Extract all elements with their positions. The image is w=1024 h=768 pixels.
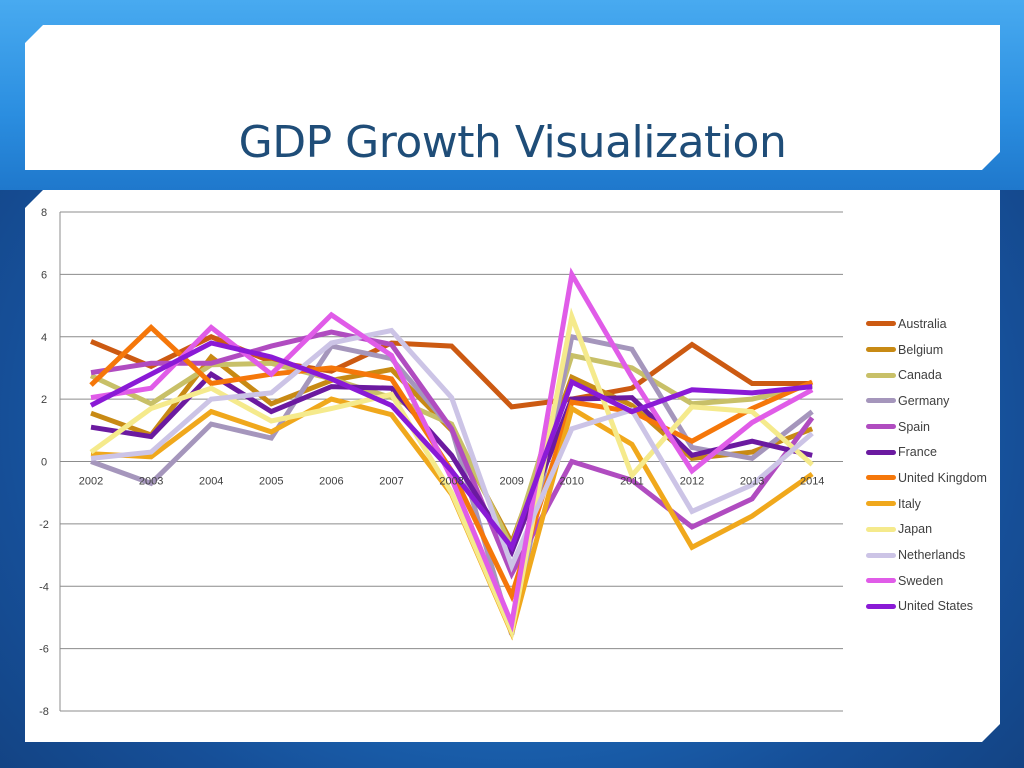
series-line-netherlands — [91, 331, 812, 567]
legend-label: Spain — [898, 419, 930, 434]
legend-label: United States — [898, 599, 974, 614]
legend-item: Australia — [866, 311, 1006, 337]
x-tick-label: 2004 — [199, 476, 223, 488]
chart-panel: 8 6 4 2 0 -2 -4 -6 -8 2002 2003 2004 2005 2006 2007 200… — [25, 190, 1000, 742]
x-tick-label: 2013 — [740, 476, 764, 488]
legend-item: Netherlands — [866, 542, 1006, 568]
legend-label: Japan — [898, 522, 933, 537]
legend-swatch — [866, 578, 896, 584]
legend-item: Germany — [866, 388, 1006, 414]
legend-swatch — [866, 526, 896, 532]
x-tick-label: 2008 — [439, 476, 463, 488]
x-tick-label: 2010 — [560, 476, 584, 488]
y-tick-label: 2 — [41, 394, 47, 406]
x-tick-label: 2003 — [139, 476, 163, 488]
y-tick-label: -4 — [39, 581, 49, 593]
legend-item: Japan — [866, 517, 1006, 543]
legend-swatch — [866, 321, 896, 327]
legend-swatch — [866, 347, 896, 353]
y-tick-label: 0 — [41, 457, 47, 469]
series-line-france — [91, 374, 812, 552]
legend-label: Italy — [898, 496, 921, 511]
legend-label: United Kingdom — [898, 470, 987, 485]
chart-legend: Australia Belgium Canada Germany Spain France… — [866, 311, 1006, 619]
x-tick-label: 2006 — [319, 476, 343, 488]
legend-swatch — [866, 449, 896, 455]
legend-item: Sweden — [866, 568, 1006, 594]
legend-item: France — [866, 439, 1006, 465]
title-panel: GDP Growth Visualization — [25, 25, 1000, 170]
y-tick-label: 8 — [41, 207, 47, 219]
y-tick-label: 4 — [41, 332, 47, 344]
legend-label: Sweden — [898, 573, 944, 588]
legend-item: Italy — [866, 491, 1006, 517]
series-line-spain — [91, 332, 812, 574]
series-line-japan — [91, 317, 812, 632]
series-line-sweden — [91, 274, 812, 623]
series-line-australia — [91, 337, 812, 407]
legend-swatch — [866, 372, 896, 378]
legend-swatch — [866, 552, 896, 558]
legend-swatch — [866, 398, 896, 404]
y-tick-label: 6 — [41, 269, 47, 281]
legend-item: United Kingdom — [866, 465, 1006, 491]
legend-item: Spain — [866, 414, 1006, 440]
legend-label: Germany — [898, 393, 950, 408]
series-line-united-states — [91, 343, 812, 547]
legend-swatch — [866, 501, 896, 507]
legend-label: Australia — [898, 316, 947, 331]
legend-label: Canada — [898, 368, 942, 383]
x-tick-label: 2012 — [680, 476, 704, 488]
x-tick-label: 2011 — [620, 476, 644, 488]
legend-swatch — [866, 603, 896, 609]
y-tick-label: -6 — [39, 644, 49, 656]
legend-item: Canada — [866, 362, 1006, 388]
x-tick-label: 2005 — [259, 476, 283, 488]
legend-swatch — [866, 475, 896, 481]
line-chart: 8 6 4 2 0 -2 -4 -6 -8 2002 2003 2004 2005 2006 2007 200… — [25, 190, 1000, 742]
x-tick-label: 2014 — [800, 476, 824, 488]
x-tick-label: 2002 — [79, 476, 103, 488]
y-tick-label: -8 — [39, 706, 49, 718]
x-tick-label: 2007 — [379, 476, 403, 488]
legend-item: Belgium — [866, 337, 1006, 363]
legend-swatch — [866, 424, 896, 430]
legend-label: Netherlands — [898, 548, 966, 563]
legend-item: United States — [866, 594, 1006, 620]
x-tick-label: 2009 — [499, 476, 523, 488]
y-tick-label: -2 — [39, 519, 49, 531]
legend-label: France — [898, 445, 937, 460]
slide-title: GDP Growth Visualization — [238, 117, 787, 168]
legend-label: Belgium — [898, 342, 944, 357]
